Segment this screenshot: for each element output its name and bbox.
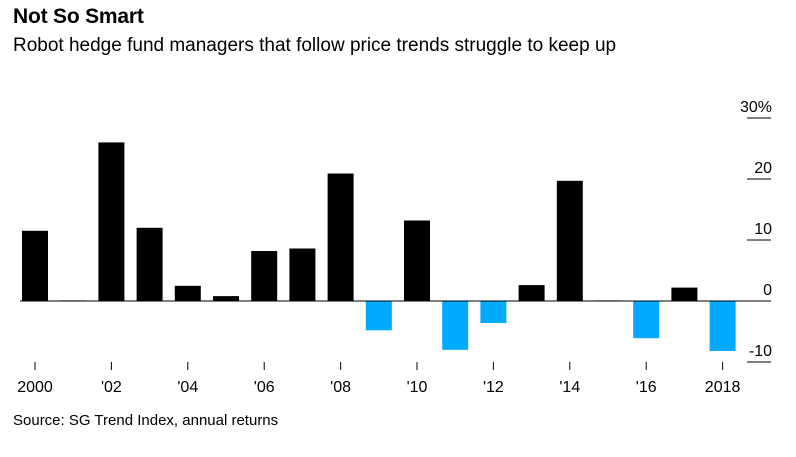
bar-2009 bbox=[365, 301, 392, 331]
y-axis: 30% 20 10 0 -10 bbox=[740, 99, 772, 363]
bar-2011 bbox=[442, 301, 469, 350]
bar-2007 bbox=[289, 248, 316, 301]
x-tick-label: 2018 bbox=[705, 379, 741, 396]
bars-group bbox=[22, 142, 736, 351]
chart-subtitle: Robot hedge fund managers that follow pr… bbox=[13, 35, 617, 56]
bar-2010 bbox=[404, 220, 430, 301]
x-tick-label: '04 bbox=[177, 379, 198, 396]
x-tick-label: '08 bbox=[330, 379, 351, 396]
x-tick-label: 2000 bbox=[17, 379, 53, 396]
bar-2002 bbox=[98, 142, 125, 301]
x-tick-label: '06 bbox=[254, 379, 275, 396]
y-tick-label: -10 bbox=[749, 343, 772, 360]
x-tick-label: '16 bbox=[636, 379, 657, 396]
x-tick-label: '10 bbox=[407, 379, 428, 396]
x-tick-label: '02 bbox=[101, 379, 122, 396]
y-tick-label: 20 bbox=[754, 160, 772, 177]
bar-2016 bbox=[633, 301, 660, 339]
x-tick-label: '12 bbox=[483, 379, 504, 396]
bar-2006 bbox=[251, 251, 278, 301]
y-tick-label: 10 bbox=[754, 221, 772, 238]
y-tick-label: 30% bbox=[740, 99, 772, 116]
bar-2005 bbox=[213, 296, 239, 301]
x-axis: 2000 '02 '04 '06 '08 '10 '12 '14 '16 2018 bbox=[17, 362, 740, 396]
bar-2017 bbox=[671, 287, 698, 301]
bar-2013 bbox=[518, 285, 545, 301]
bar-2018 bbox=[709, 301, 736, 351]
bar-2000 bbox=[22, 230, 48, 301]
source-note: Source: SG Trend Index, annual returns bbox=[13, 412, 279, 429]
bar-2012 bbox=[480, 301, 507, 323]
y-tick-label: 0 bbox=[763, 282, 772, 299]
x-tick-label: '14 bbox=[559, 379, 580, 396]
bar-2014 bbox=[556, 180, 583, 301]
chart-title: Not So Smart bbox=[13, 5, 144, 28]
bar-2004 bbox=[174, 285, 201, 302]
bar-2008 bbox=[327, 173, 354, 301]
bar-2003 bbox=[136, 227, 163, 301]
